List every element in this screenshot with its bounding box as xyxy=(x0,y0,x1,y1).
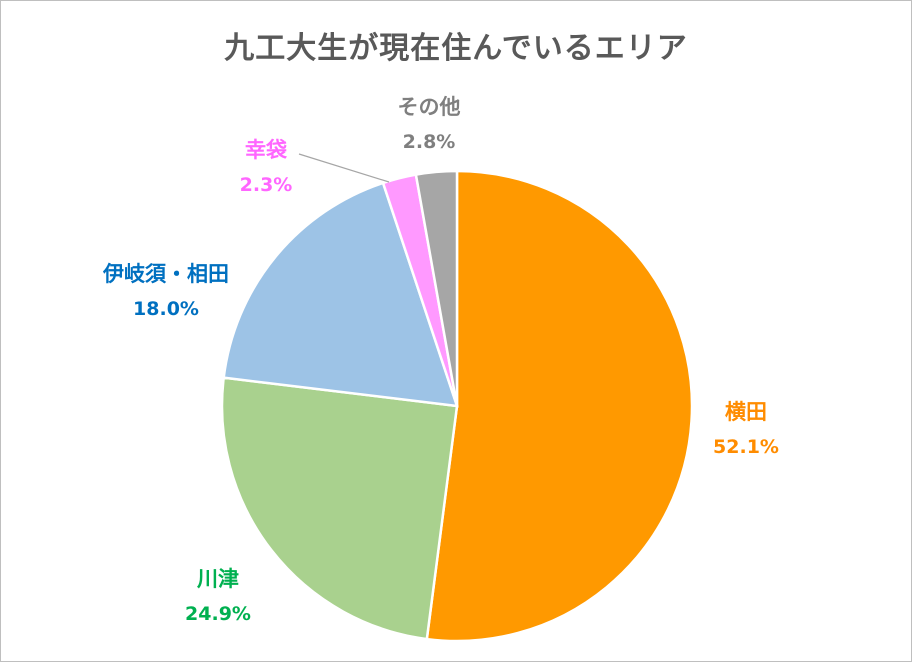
slice-label-その他: その他 2.8% xyxy=(379,91,479,153)
slice-name: 伊岐須・相田 xyxy=(103,262,229,286)
pie-slice-横田 xyxy=(425,169,694,643)
slice-value: 52.1% xyxy=(713,436,779,458)
slice-value: 24.9% xyxy=(185,603,251,625)
slice-value: 18.0% xyxy=(133,298,199,320)
slice-label-川津: 川津 24.9% xyxy=(173,563,263,625)
slice-name: 横田 xyxy=(725,400,767,424)
slice-label-幸袋: 幸袋 2.3% xyxy=(226,134,306,196)
slice-value: 2.3% xyxy=(239,174,293,196)
slice-name: 川津 xyxy=(197,567,239,591)
pie-slice-その他 xyxy=(414,169,459,407)
pie-slice-伊岐須・相田 xyxy=(222,181,459,408)
pie-slice-川津 xyxy=(220,376,459,641)
slice-label-横田: 横田 52.1% xyxy=(701,396,791,458)
slice-name: その他 xyxy=(397,95,461,119)
leader-line-幸袋 xyxy=(298,153,390,183)
slice-name: 幸袋 xyxy=(245,138,287,162)
chart-title: 九工大生が現在住んでいるエリア xyxy=(224,31,688,66)
pie-slices xyxy=(220,169,694,643)
slice-label-伊岐須・相田: 伊岐須・相田 18.0% xyxy=(71,258,261,320)
slice-value: 2.8% xyxy=(402,131,456,153)
